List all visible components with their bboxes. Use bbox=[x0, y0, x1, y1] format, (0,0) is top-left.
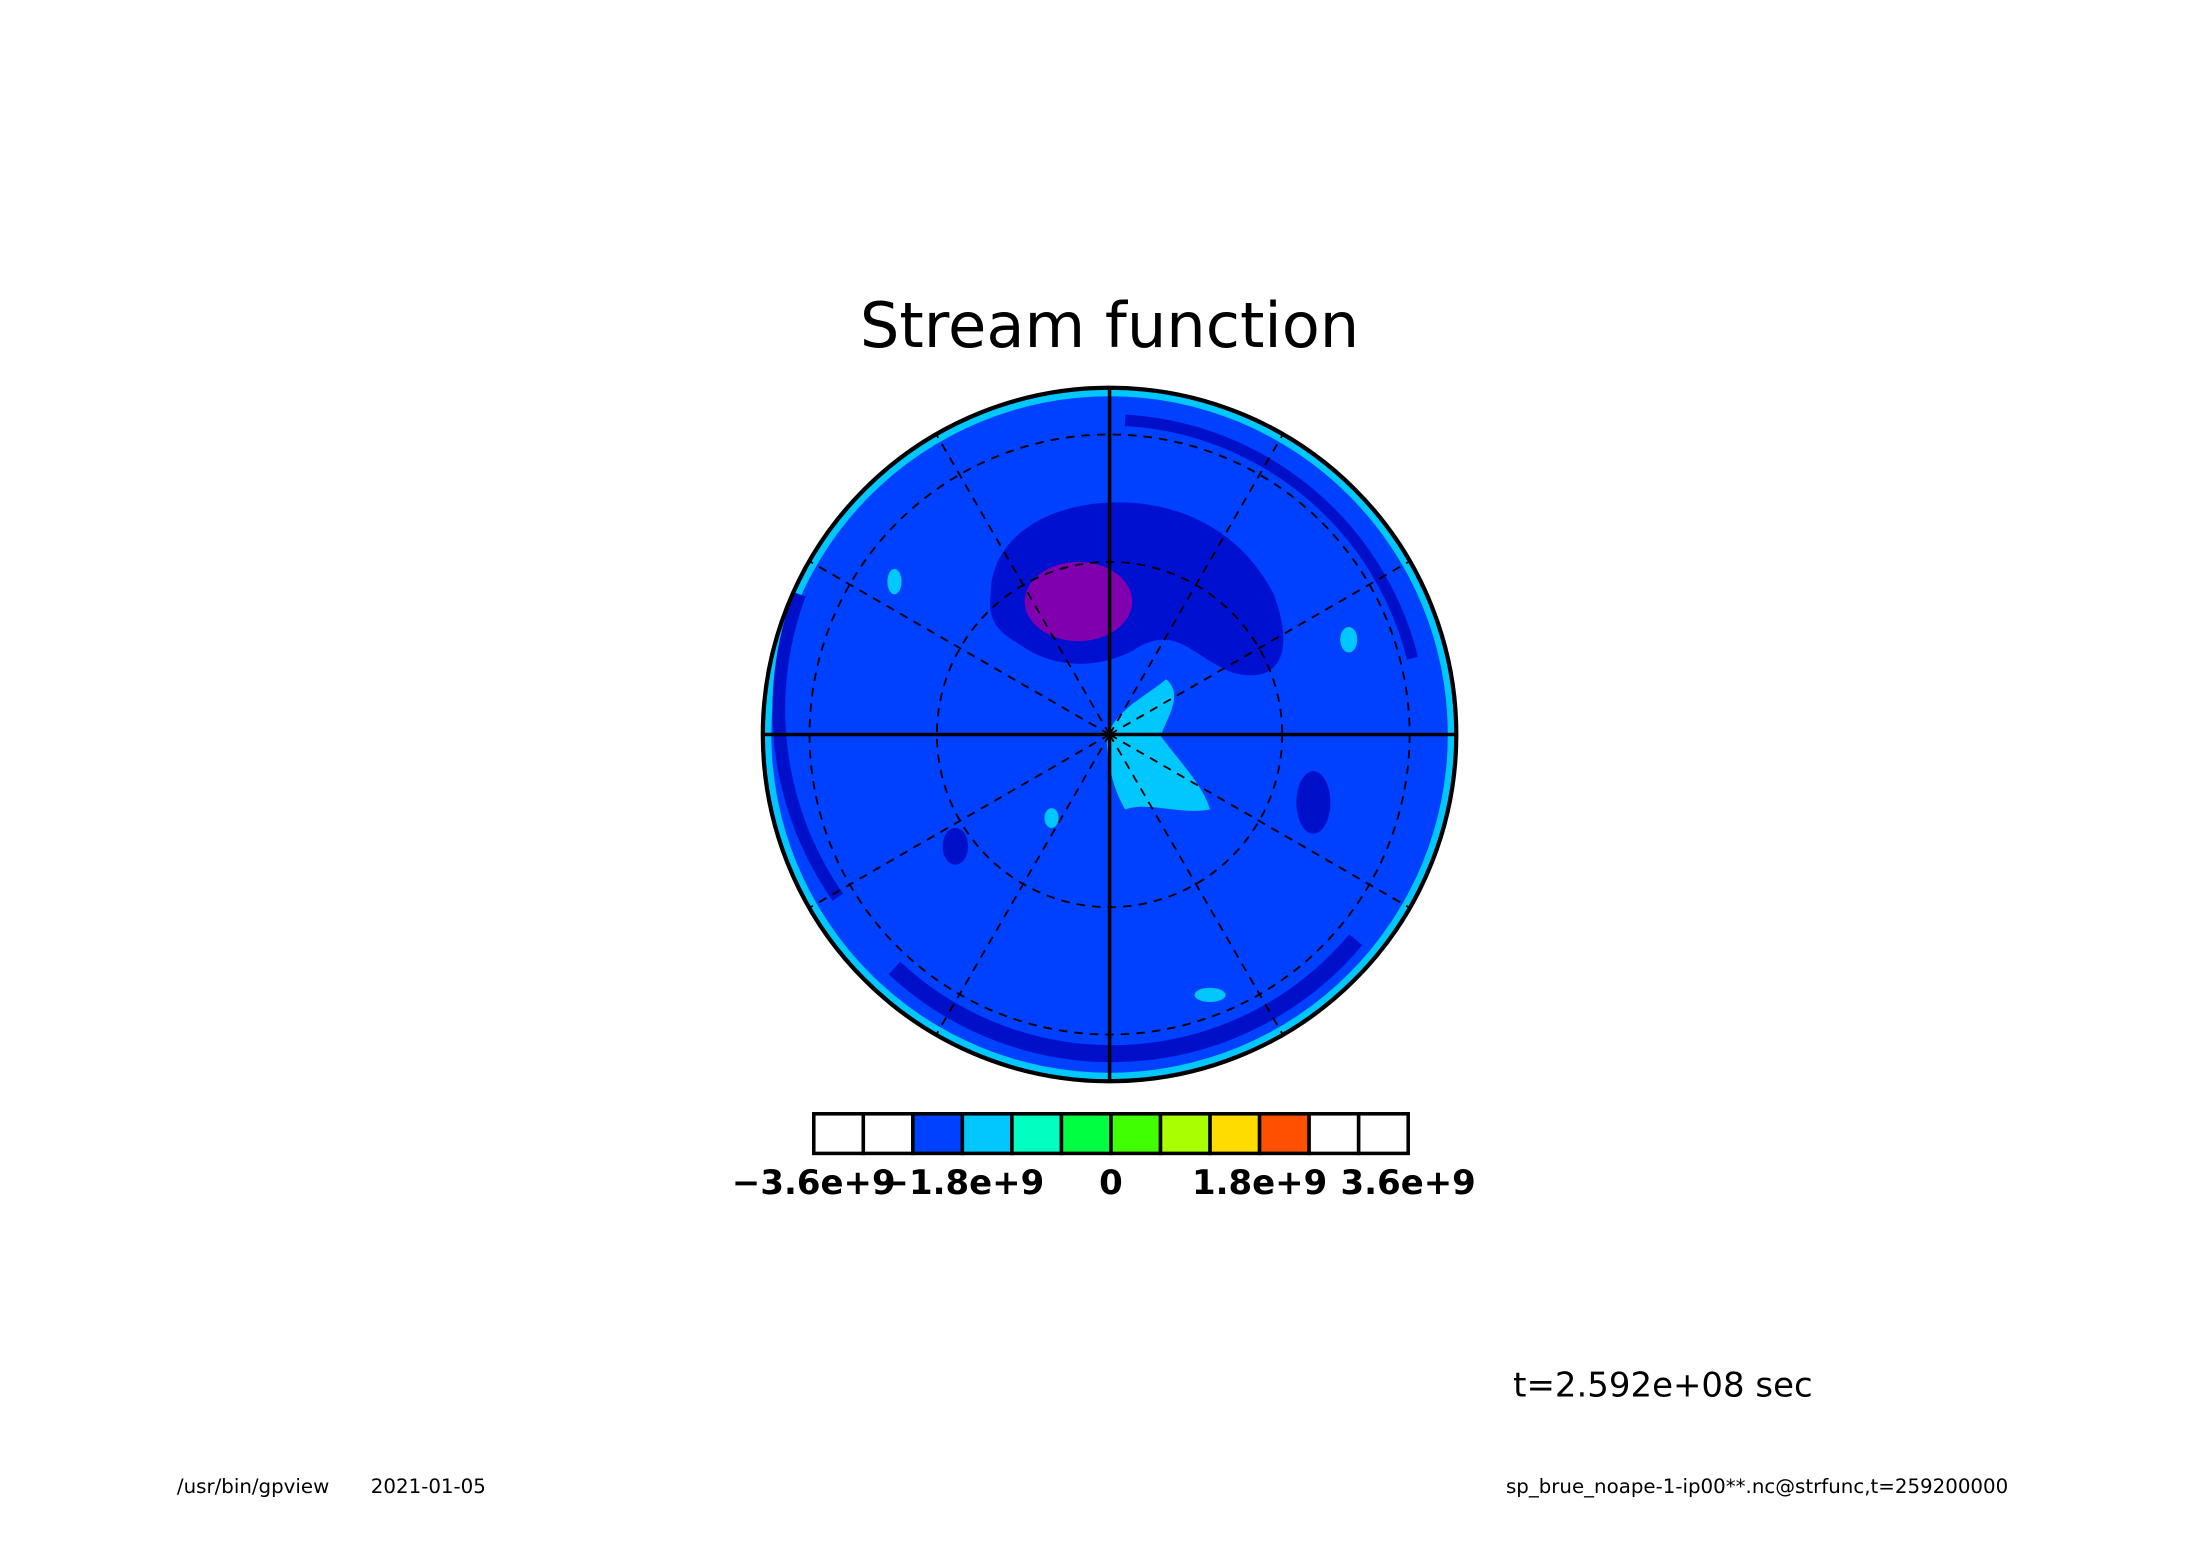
meridian bbox=[1109, 733, 1411, 909]
colorbar-label: 1.8e+9 bbox=[1192, 1163, 1327, 1203]
contour-region bbox=[1024, 561, 1133, 642]
colorbar-box bbox=[1059, 1112, 1113, 1156]
contour-region bbox=[888, 934, 1363, 1063]
meridian bbox=[935, 734, 1111, 1036]
contour-region bbox=[1044, 808, 1059, 828]
footer-left: /usr/bin/gpview bbox=[177, 1475, 329, 1498]
colorbar-box bbox=[1307, 1112, 1361, 1156]
colorbar-label: −3.6e+9 bbox=[732, 1163, 896, 1203]
colorbar-box bbox=[911, 1112, 965, 1156]
meridian bbox=[1109, 560, 1411, 736]
colorbar-box bbox=[1356, 1112, 1410, 1156]
contour-region bbox=[772, 592, 844, 901]
contour-region bbox=[887, 568, 902, 595]
colorbar-label: −1.8e+9 bbox=[881, 1163, 1045, 1203]
colorbar-box bbox=[1257, 1112, 1311, 1156]
time-annotation: t=2.592e+08 sec bbox=[1513, 1365, 1813, 1405]
chart-title: Stream function bbox=[860, 289, 1359, 362]
contour-region bbox=[1340, 626, 1358, 653]
colorbar-label: 3.6e+9 bbox=[1341, 1163, 1476, 1203]
meridian bbox=[808, 560, 1111, 736]
footer-right: sp_brue_noape-1-ip00**.nc@strfunc,t=2592… bbox=[1506, 1475, 2008, 1498]
footer-date: 2021-01-05 bbox=[371, 1475, 486, 1498]
colorbar-label: 0 bbox=[1099, 1163, 1123, 1203]
contour-region bbox=[1124, 414, 1418, 660]
meridian bbox=[935, 433, 1111, 735]
map bbox=[760, 385, 1459, 1084]
colorbar-box bbox=[861, 1112, 915, 1156]
colorbar-box bbox=[812, 1112, 866, 1156]
contour-region bbox=[1296, 771, 1331, 834]
meridian bbox=[808, 733, 1111, 909]
colorbar-box bbox=[1208, 1112, 1262, 1156]
contour-region bbox=[1194, 987, 1226, 1002]
colorbar-box bbox=[960, 1112, 1014, 1156]
meridian bbox=[1108, 433, 1284, 735]
colorbar-box bbox=[1109, 1112, 1163, 1156]
contour-region bbox=[942, 827, 969, 865]
contour-region bbox=[1106, 679, 1211, 811]
meridian bbox=[1108, 734, 1284, 1036]
colorbar: −3.6e+9−1.8e+9 0 1.8e+9 3.6e+9 bbox=[732, 1112, 1476, 1203]
colorbar-box bbox=[1158, 1112, 1212, 1156]
colorbar-box bbox=[1010, 1112, 1064, 1156]
